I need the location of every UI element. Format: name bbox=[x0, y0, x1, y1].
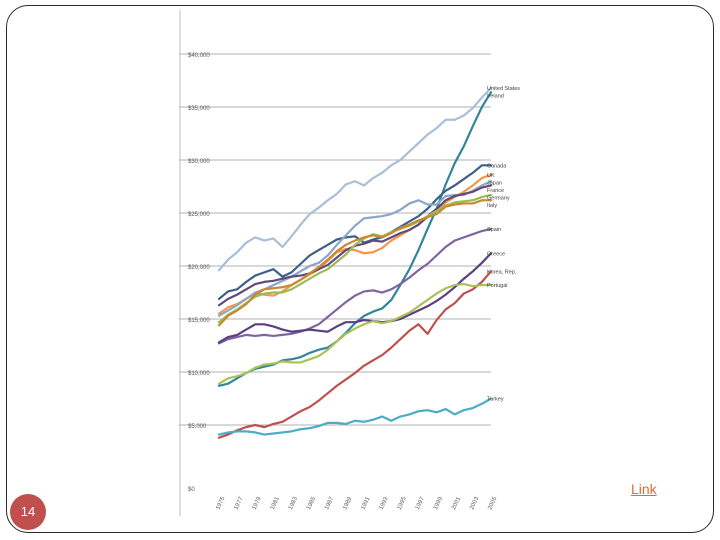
x-tick-label: 1997 bbox=[415, 496, 426, 511]
x-tick-label: 1983 bbox=[288, 496, 299, 511]
y-tick-label: $5,000 bbox=[188, 424, 207, 430]
x-tick-label: 2005 bbox=[487, 496, 498, 511]
x-tick-label: 1999 bbox=[433, 496, 444, 511]
y-tick-label: $20,000 bbox=[188, 265, 210, 271]
x-tick-label: 1995 bbox=[397, 496, 408, 511]
x-tick-label: 1977 bbox=[234, 496, 245, 511]
series-end-label: France bbox=[487, 188, 504, 194]
series-end-label: Ireland bbox=[487, 93, 504, 99]
series-line-italy bbox=[217, 199, 493, 327]
x-tick-label: 1991 bbox=[360, 496, 371, 511]
x-tick-label: 2001 bbox=[451, 496, 462, 511]
y-tick-label: $30,000 bbox=[188, 159, 210, 165]
series-line-turkey bbox=[217, 397, 493, 436]
x-tick-labels: 1975 1977 1979 1981 1983 1985 1987 1989 1991 1993… bbox=[215, 496, 498, 511]
series-end-label: Greece bbox=[487, 251, 505, 257]
gdp-line-chart: $0 $5,000 $10,000 $15,000 $20,000 $25,000 $30,… bbox=[179, 10, 535, 516]
series-lines bbox=[217, 86, 493, 439]
series-end-label: Portugal bbox=[487, 283, 508, 289]
series-line-greece bbox=[217, 252, 493, 344]
series-end-label: Spain bbox=[487, 227, 501, 233]
x-tick-label: 2003 bbox=[469, 496, 480, 511]
series-end-label: Canada bbox=[487, 163, 507, 169]
y-tick-label: $40,000 bbox=[188, 53, 210, 59]
link[interactable]: Link bbox=[631, 481, 657, 497]
series-end-label: UK bbox=[487, 173, 495, 179]
x-tick-label: 1989 bbox=[342, 496, 353, 511]
x-tick-label: 1981 bbox=[270, 496, 281, 511]
x-tick-label: 1979 bbox=[252, 496, 263, 511]
x-tick-label: 1993 bbox=[379, 496, 390, 511]
y-tick-labels: $0 $5,000 $10,000 $15,000 $20,000 $25,000 $30,… bbox=[188, 53, 210, 493]
series-line-portugal bbox=[217, 282, 493, 385]
slide-number: 14 bbox=[10, 494, 46, 530]
y-tick-label: $15,000 bbox=[188, 318, 210, 324]
series-line-canada bbox=[217, 164, 493, 300]
series-end-label: Japan bbox=[487, 180, 502, 186]
y-tick-label: $0 bbox=[188, 487, 195, 493]
series-line-united-states bbox=[217, 86, 493, 272]
series-line-korea-rep- bbox=[217, 270, 493, 439]
series-end-label: Germany bbox=[487, 195, 510, 201]
series-end-label: Turkey bbox=[487, 397, 504, 403]
series-end-label: Korea, Rep. bbox=[487, 269, 517, 275]
y-tick-label: $25,000 bbox=[188, 212, 210, 218]
series-end-label: Italy bbox=[487, 203, 497, 209]
series-end-label: United States bbox=[487, 86, 520, 92]
y-tick-label: $35,000 bbox=[188, 106, 210, 112]
y-tick-label: $10,000 bbox=[188, 371, 210, 377]
x-tick-label: 1987 bbox=[324, 496, 335, 511]
x-tick-label: 1985 bbox=[306, 496, 317, 511]
x-tick-label: 1975 bbox=[215, 496, 226, 511]
series-line-spain bbox=[217, 227, 493, 345]
series-end-labels: United StatesIrelandCanadaUKJapanFranceG… bbox=[487, 86, 520, 403]
